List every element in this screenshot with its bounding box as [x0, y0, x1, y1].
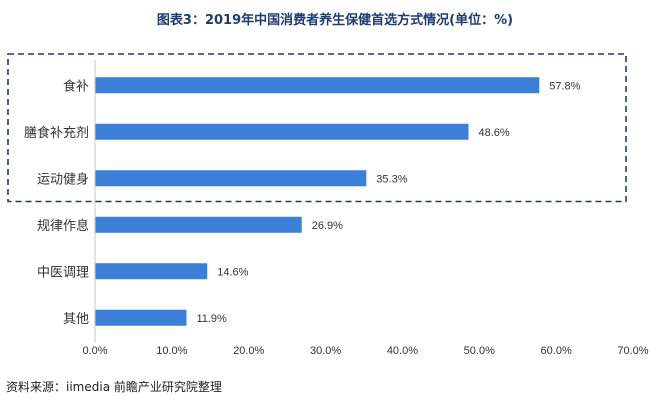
- category-label-4: 中医调理: [37, 265, 89, 280]
- x-tick-label-2: 20.0%: [233, 345, 264, 357]
- bar-0: [95, 77, 540, 94]
- bar-4: [95, 263, 208, 280]
- bar-1: [95, 123, 469, 140]
- category-label-1: 膳食补充剂: [24, 125, 89, 141]
- x-tick-label-3: 30.0%: [310, 345, 341, 357]
- value-label-5: 11.9%: [196, 313, 227, 325]
- highlight-box: [7, 53, 627, 203]
- value-label-3: 26.9%: [312, 220, 343, 232]
- x-tick-label-7: 70.0%: [617, 345, 648, 357]
- x-tick-label-5: 50.0%: [464, 345, 495, 357]
- category-label-3: 规律作息: [37, 218, 89, 234]
- x-tick-label-1: 10.0%: [156, 345, 187, 357]
- value-label-0: 57.8%: [549, 80, 580, 92]
- bar-5: [95, 309, 187, 326]
- value-label-1: 48.6%: [479, 127, 510, 139]
- x-tick-label-0: 0.0%: [82, 345, 107, 357]
- x-tick-label-6: 60.0%: [541, 345, 572, 357]
- value-label-4: 14.6%: [217, 266, 248, 278]
- bar-2: [95, 170, 367, 187]
- value-label-2: 35.3%: [376, 173, 407, 185]
- chart-title: 图表3：2019年中国消费者养生保健首选方式情况(单位：%): [156, 13, 514, 28]
- x-tick-label-4: 40.0%: [387, 345, 418, 357]
- category-label-5: 其他: [63, 312, 89, 327]
- category-label-0: 食补: [63, 78, 89, 94]
- source-note: 资料来源：iimedia 前瞻产业研究院整理: [6, 380, 222, 394]
- bar-3: [95, 216, 302, 233]
- category-label-2: 运动健身: [37, 171, 89, 187]
